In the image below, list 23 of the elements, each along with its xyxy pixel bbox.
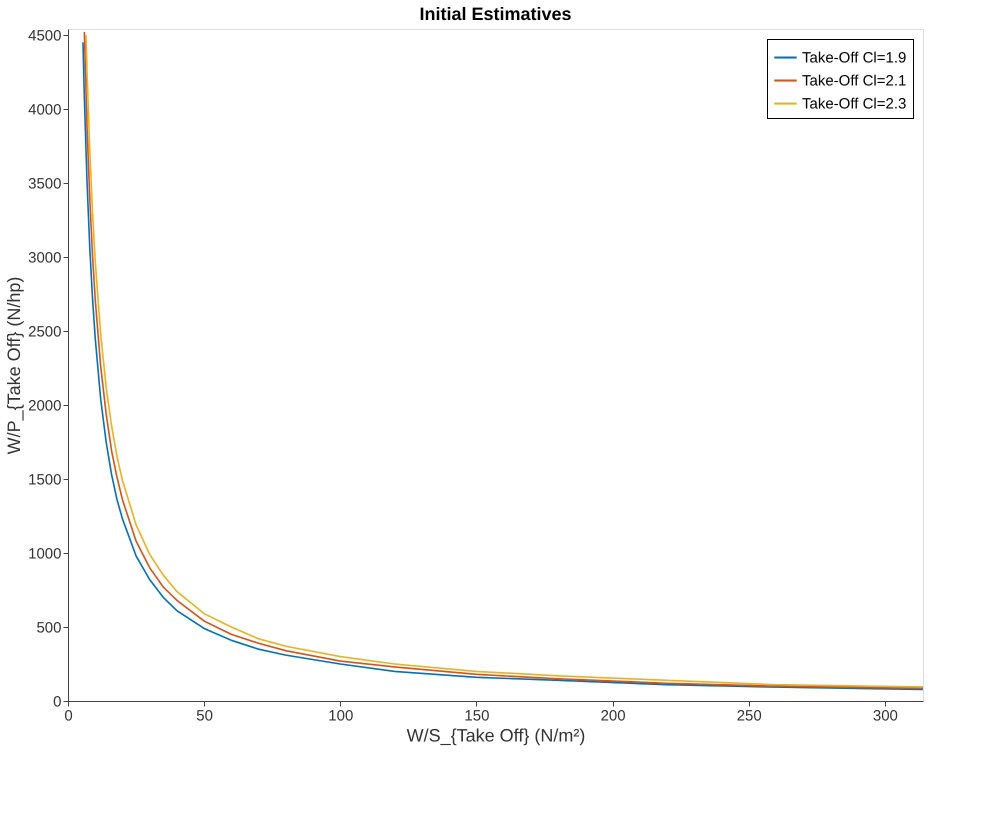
chart-title: Initial Estimatives (419, 4, 572, 24)
x-tick-label: 200 (600, 708, 626, 724)
x-tick-label: 300 (872, 708, 898, 724)
y-tick-label: 1500 (28, 471, 62, 488)
y-tick-label: 2500 (28, 323, 62, 340)
y-tick-label: 3000 (28, 249, 62, 266)
y-tick-label: 4500 (28, 27, 62, 44)
y-tick-label: 4000 (28, 101, 62, 118)
y-tick-label: 1000 (28, 545, 62, 562)
x-tick-label: 50 (196, 708, 213, 724)
legend-label: Take-Off Cl=1.9 (802, 50, 906, 66)
x-tick-label: 150 (464, 708, 490, 724)
x-tick-label: 0 (64, 708, 73, 724)
legend-label: Take-Off Cl=2.3 (802, 96, 906, 112)
y-tick-label: 0 (53, 694, 62, 710)
y-axis-title: W/P_{Take Off} (N/hp) (4, 276, 24, 454)
x-tick-label: 100 (328, 708, 354, 724)
x-tick-label: 250 (736, 708, 762, 724)
x-axis-title: W/S_{Take Off} (N/m²) (406, 726, 586, 746)
y-tick-label: 2000 (28, 397, 62, 414)
y-tick-label: 500 (36, 619, 62, 636)
legend-label: Take-Off Cl=2.1 (802, 72, 906, 90)
y-tick-label: 3500 (28, 175, 62, 192)
